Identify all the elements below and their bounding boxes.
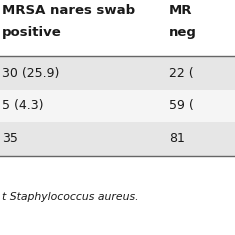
Text: neg: neg <box>169 26 197 39</box>
Text: 5 (4.3): 5 (4.3) <box>2 99 44 113</box>
Text: 30 (25.9): 30 (25.9) <box>2 67 60 79</box>
Text: 35: 35 <box>2 133 18 145</box>
Bar <box>0 90 235 122</box>
Bar <box>0 56 235 90</box>
Text: t Staphylococcus aureus.: t Staphylococcus aureus. <box>2 192 139 202</box>
Text: 81: 81 <box>169 133 185 145</box>
Text: positive: positive <box>2 26 62 39</box>
Text: MRSA nares swab: MRSA nares swab <box>2 4 135 17</box>
Bar <box>0 122 235 156</box>
Text: 59 (: 59 ( <box>169 99 194 113</box>
Text: 22 (: 22 ( <box>169 67 194 79</box>
Text: MR: MR <box>169 4 193 17</box>
